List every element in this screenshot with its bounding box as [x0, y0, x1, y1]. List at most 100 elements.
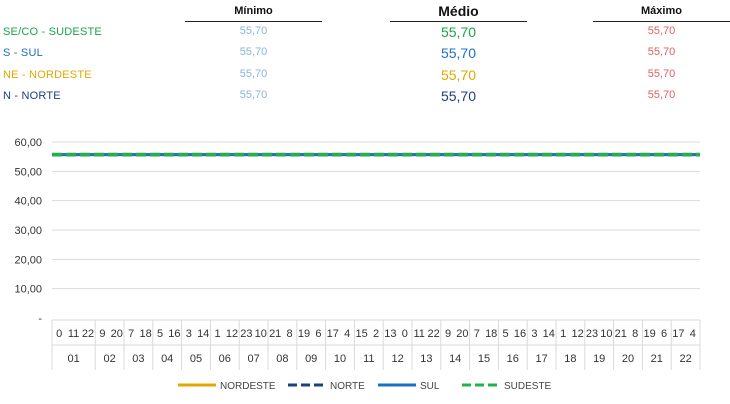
legend-label: NORTE — [330, 381, 365, 392]
x-tick-label: 19 — [643, 328, 655, 340]
header-min: Mínimo — [234, 5, 273, 17]
y-tick-label: 10,00 — [14, 284, 42, 296]
x-group-label: 06 — [219, 353, 231, 365]
y-tick-label: - — [38, 313, 42, 325]
max-value: 55,70 — [647, 68, 676, 80]
x-tick-label: 14 — [543, 328, 555, 340]
legend-label: NORDESTE — [220, 381, 276, 392]
region-label: S - SUL — [3, 47, 43, 59]
x-tick-label: 10 — [255, 328, 267, 340]
x-group-label: 20 — [622, 353, 634, 365]
x-tick-label: 9 — [445, 328, 451, 340]
max-value: 55,70 — [647, 89, 676, 101]
x-tick-label: 11 — [68, 328, 79, 340]
x-tick-label: 16 — [168, 328, 180, 340]
min-value: 55,70 — [239, 89, 268, 101]
y-tick-label: 30,00 — [14, 225, 42, 237]
x-tick-label: 13 — [384, 328, 396, 340]
x-group-label: 16 — [507, 353, 519, 365]
x-tick-label: 19 — [298, 328, 310, 340]
x-tick-label: 14 — [197, 328, 209, 340]
x-tick-label: 23 — [586, 328, 598, 340]
header-min-underline — [185, 21, 322, 22]
x-tick-label: 3 — [186, 328, 192, 340]
y-tick-label: 50,00 — [14, 166, 42, 178]
legend-label: SUL — [420, 381, 440, 392]
max-value: 55,70 — [647, 46, 676, 58]
x-tick-label: 22 — [82, 328, 94, 340]
region-label: NE - NORDESTE — [3, 69, 92, 81]
x-tick-label: 17 — [672, 328, 684, 340]
x-group-label: 18 — [564, 353, 576, 365]
avg-value: 55,70 — [440, 45, 477, 61]
header-avg: Médio — [438, 3, 479, 19]
x-tick-label: 12 — [226, 328, 238, 340]
x-tick-label: 17 — [327, 328, 339, 340]
region-label: N - NORTE — [3, 90, 61, 102]
x-group-label: 08 — [276, 353, 288, 365]
avg-value: 55,70 — [440, 24, 477, 40]
x-tick-label: 6 — [315, 328, 321, 340]
min-value: 55,70 — [239, 68, 268, 80]
x-group-label: 14 — [449, 353, 461, 365]
x-tick-label: 1 — [215, 328, 221, 340]
x-group-label: 10 — [334, 353, 346, 365]
x-tick-label: 5 — [157, 328, 163, 340]
header-max: Máximo — [641, 5, 682, 17]
x-tick-label: 15 — [355, 328, 367, 340]
x-tick-label: 2 — [373, 328, 379, 340]
x-tick-label: 1 — [560, 328, 566, 340]
x-tick-label: 0 — [402, 328, 408, 340]
x-tick-label: 12 — [571, 328, 583, 340]
x-group-label: 02 — [103, 353, 115, 365]
avg-value: 55,70 — [440, 67, 477, 83]
x-tick-label: 20 — [111, 328, 123, 340]
x-tick-label: 20 — [456, 328, 468, 340]
x-tick-label: 7 — [128, 328, 134, 340]
x-group-label: 01 — [67, 353, 79, 365]
x-group-label: 13 — [420, 353, 432, 365]
x-tick-label: 18 — [139, 328, 151, 340]
y-tick-label: 40,00 — [14, 196, 42, 208]
x-group-label: 04 — [161, 353, 173, 365]
x-group-label: 15 — [478, 353, 490, 365]
x-group-label: 07 — [247, 353, 259, 365]
x-tick-label: 8 — [632, 328, 638, 340]
x-group-label: 17 — [535, 353, 547, 365]
legend-label: SUDESTE — [504, 381, 552, 392]
x-group-label: 09 — [305, 353, 317, 365]
y-tick-label: 20,00 — [14, 254, 42, 266]
x-group-label: 19 — [593, 353, 605, 365]
x-tick-label: 6 — [661, 328, 667, 340]
x-tick-label: 5 — [503, 328, 509, 340]
min-value: 55,70 — [239, 46, 268, 58]
x-tick-label: 21 — [615, 328, 627, 340]
region-label: SE/CO - SUDESTE — [3, 26, 102, 38]
x-group-label: 11 — [363, 353, 374, 365]
x-tick-label: 4 — [344, 328, 350, 340]
y-tick-label: 60,00 — [14, 137, 42, 149]
x-tick-label: 23 — [240, 328, 252, 340]
avg-value: 55,70 — [440, 88, 477, 104]
x-tick-label: 7 — [474, 328, 480, 340]
header-max-underline — [593, 21, 730, 22]
x-group-label: 03 — [132, 353, 144, 365]
x-group-label: 12 — [391, 353, 403, 365]
x-tick-label: 0 — [56, 328, 62, 340]
min-value: 55,70 — [239, 25, 268, 37]
x-tick-label: 4 — [690, 328, 696, 340]
header-avg-underline — [390, 21, 527, 22]
x-tick-label: 10 — [600, 328, 612, 340]
x-tick-label: 3 — [531, 328, 537, 340]
x-group-label: 21 — [651, 353, 663, 365]
max-value: 55,70 — [647, 25, 676, 37]
x-tick-label: 22 — [427, 328, 439, 340]
x-tick-label: 21 — [269, 328, 281, 340]
x-tick-label: 16 — [514, 328, 526, 340]
x-tick-label: 8 — [287, 328, 293, 340]
x-tick-label: 18 — [485, 328, 497, 340]
x-tick-label: 9 — [99, 328, 105, 340]
x-group-label: 05 — [190, 353, 202, 365]
x-group-label: 22 — [679, 353, 691, 365]
